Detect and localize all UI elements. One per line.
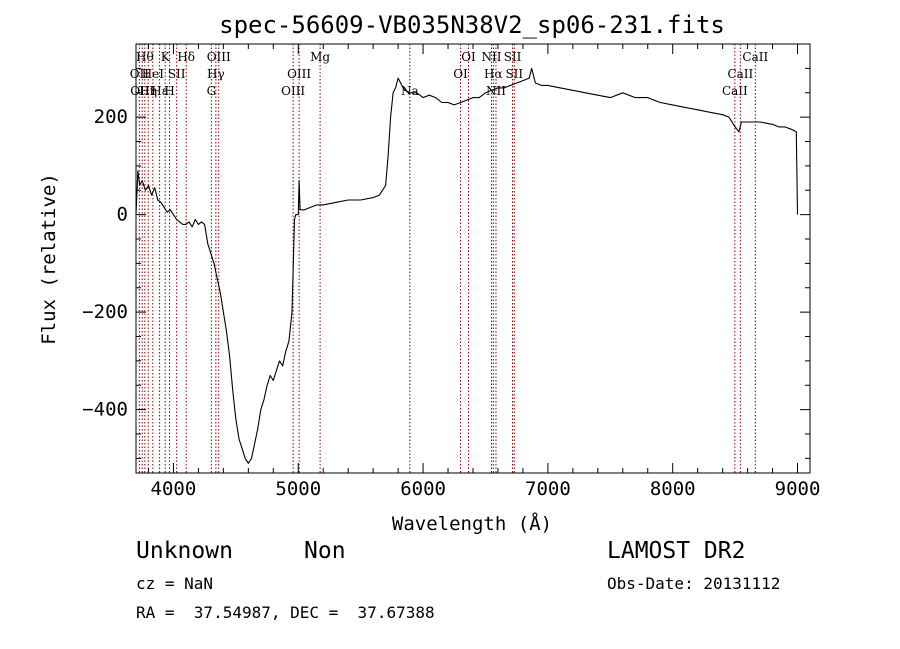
- x-tick-label: 6000: [400, 478, 446, 500]
- line-marker-label: OIII: [207, 50, 231, 64]
- line-marker-label: Hγ: [207, 67, 225, 81]
- line-marker-label: CaII: [742, 50, 768, 64]
- line-marker-label: OII: [130, 67, 150, 81]
- line-marker-label: OI: [453, 67, 468, 81]
- line-marker-label: SII: [504, 50, 522, 64]
- y-tick-label: −200: [82, 301, 128, 323]
- spectrum-chart: spec-56609-VB035N38V2_sp06-231.fits OII O…: [38, 11, 821, 535]
- x-tick-label: 8000: [650, 478, 696, 500]
- object-class: Unknown: [136, 538, 233, 564]
- line-marker-label: OI: [461, 50, 476, 64]
- chart-title: spec-56609-VB035N38V2_sp06-231.fits: [219, 11, 725, 39]
- y-tick-label: 0: [117, 204, 128, 226]
- line-marker-label: Na: [401, 84, 419, 98]
- spectrum-series: [135, 67, 799, 464]
- observation-date: Obs-Date: 20131112: [607, 574, 781, 593]
- y-tick-label: 200: [94, 106, 128, 128]
- line-marker-label: NII: [481, 50, 501, 64]
- line-marker-label: K: [161, 50, 171, 64]
- line-marker-label: SII: [505, 67, 523, 81]
- x-tick-label: 9000: [775, 478, 821, 500]
- emission-line-markers: OIIOIIIHθHηHeIHεKHSIIHδGHγOIIIOIIIOIIIMg…: [130, 44, 768, 473]
- line-marker-label: Hδ: [177, 50, 195, 64]
- line-marker-label: HeI: [142, 67, 165, 81]
- line-marker-label: Hε: [151, 84, 168, 98]
- x-axis-label: Wavelength (Å): [392, 512, 552, 535]
- line-marker-label: CaII: [722, 84, 748, 98]
- spectrum-line: [135, 67, 799, 464]
- line-marker-label: OIII: [287, 67, 311, 81]
- x-tick-label: 7000: [525, 478, 571, 500]
- survey-name: LAMOST DR2: [607, 538, 746, 564]
- x-tick-label: 4000: [151, 478, 197, 500]
- line-marker-label: CaII: [727, 67, 753, 81]
- redshift-value: cz = NaN: [136, 574, 214, 593]
- y-axis-label: Flux (relative): [38, 173, 60, 345]
- coordinates: RA = 37.54987, DEC = 37.67388: [136, 603, 435, 622]
- object-subclass: Non: [304, 538, 346, 564]
- line-marker-label: G: [207, 84, 217, 98]
- line-marker-label: Mg: [310, 50, 330, 64]
- plot-frame: [135, 43, 811, 474]
- line-marker-label: SII: [168, 67, 186, 81]
- line-marker-label: Hα: [484, 67, 503, 81]
- line-marker-label: H: [164, 84, 174, 98]
- y-tick-label: −400: [82, 399, 128, 421]
- line-marker-label: OIII: [281, 84, 305, 98]
- y-axis-ticks: −400 −200 0 200: [82, 67, 810, 459]
- x-tick-label: 5000: [275, 478, 321, 500]
- line-marker-label: Hθ: [136, 50, 154, 64]
- x-axis-ticks: 4000 5000 6000 7000 8000 9000: [147, 44, 821, 500]
